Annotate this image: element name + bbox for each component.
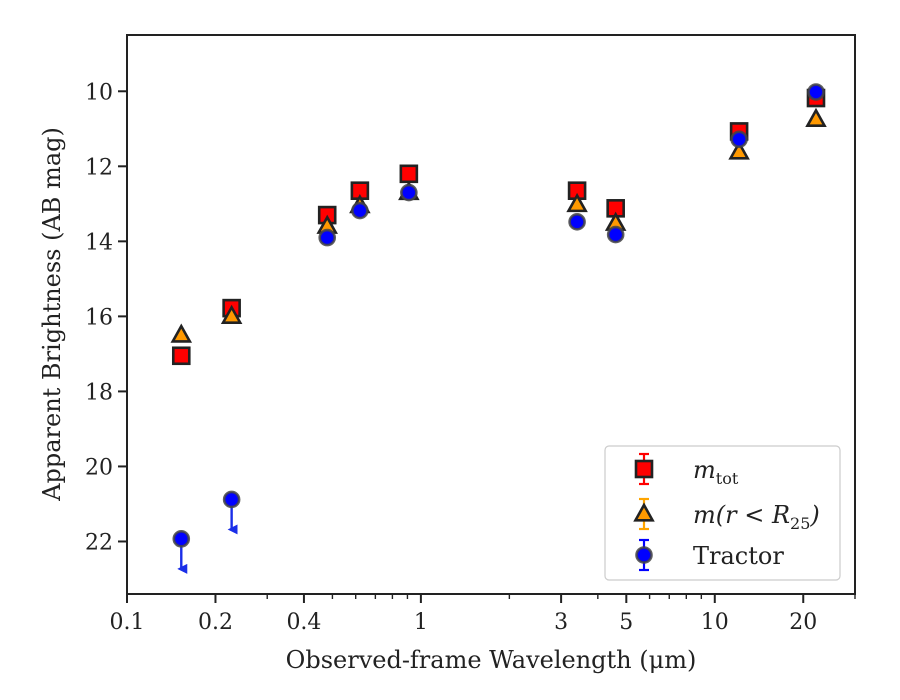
y-tick-label: 12 [85,155,113,180]
legend-marker-r25 [633,502,655,522]
data-point-tractor [606,225,625,244]
data-point-tot [171,346,191,366]
x-tick-label: 10 [701,610,729,635]
data-point-tractor [351,201,369,220]
y-tick-label: 22 [85,530,113,555]
x-tick-label: 0.4 [286,610,321,635]
data-point-tot [399,164,419,184]
data-point-tractor [400,183,418,202]
legend-label-tot: mtot [693,456,739,488]
x-tick-label: 3 [554,610,568,635]
series-tot [171,88,826,366]
plot-frame [126,34,856,595]
data-point-tractor [318,228,337,247]
legend-marker-tractor [635,546,653,564]
y-tick-label: 16 [85,305,113,330]
x-axis-label: Observed-frame Wavelength (μm) [286,646,697,674]
y-tick-label: 14 [85,230,113,255]
x-tick-label: 0.1 [110,610,145,635]
y-axis: 10 12 14 16 18 20 22 [85,80,127,555]
data-point-tractor [172,530,191,548]
data-point-r25 [566,192,588,213]
x-tick-label: 20 [789,610,817,635]
y-tick-label: 20 [85,455,113,480]
series-layer [170,83,827,574]
y-tick-label: 10 [85,80,113,105]
legend-label-tractor: Tractor [693,542,784,570]
legend-box [604,445,841,581]
data-point-r25 [170,323,193,343]
y-axis-label: Apparent Brightness (AB mag) [38,127,66,502]
data-point-tractor [807,83,825,101]
series-tractor [172,83,825,574]
x-tick-label: 1 [414,610,428,635]
x-tick-label: 5 [619,610,633,635]
legend-marker-tot [634,459,654,479]
legend-label-r25: m(r < R25) [693,501,820,533]
data-point-r25 [220,304,243,324]
data-point-tractor [568,213,586,231]
x-axis: 0.1 0.2 0.4 1 3 5 10 20 [110,594,856,635]
data-point-r25 [805,107,827,128]
data-point-tractor [222,490,241,509]
data-point-tractor [730,130,748,149]
data-point-r25 [728,140,750,160]
y-tick-label: 18 [85,380,113,405]
x-tick-label: 0.2 [198,610,233,635]
legend: mtot m(r < R25) Tractor [604,445,841,581]
